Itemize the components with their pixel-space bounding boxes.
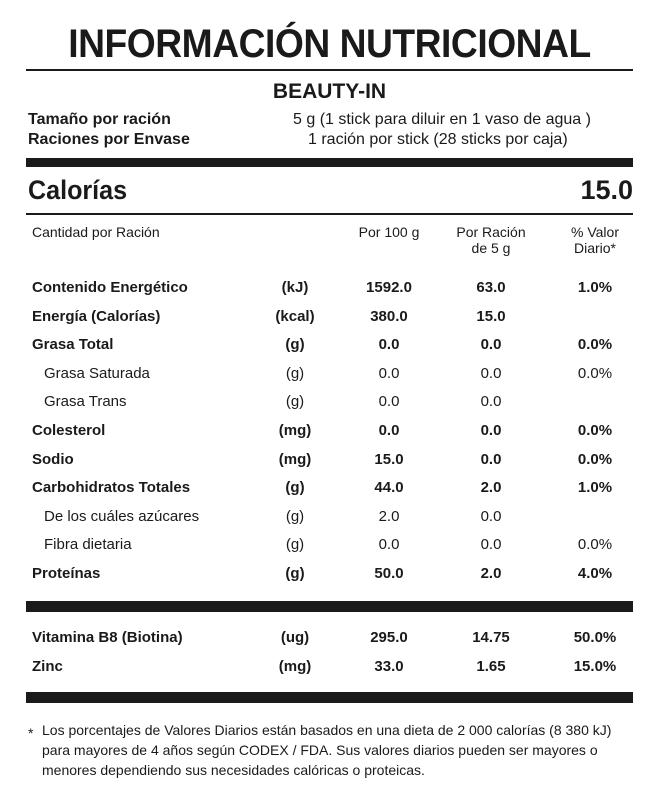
calories-value: 15.0 bbox=[580, 175, 633, 205]
nutrient-name: Contenido Energético bbox=[32, 279, 188, 296]
nutrient-per-100g: 295.0 bbox=[370, 629, 408, 646]
nutrient-daily-value: 0.0% bbox=[577, 450, 613, 468]
nutrient-per-serving: 0.0 bbox=[480, 393, 502, 411]
column-header-amount: Cantidad por Ración bbox=[32, 224, 160, 240]
nutrient-per-serving: 63.0 bbox=[476, 279, 506, 296]
nutrient-name: Sodio bbox=[32, 450, 74, 468]
nutrient-unit: (ug) bbox=[280, 629, 310, 646]
nutrient-unit: (g) bbox=[285, 393, 305, 411]
nutrient-per-serving: 2.0 bbox=[480, 479, 502, 497]
nutrient-per-serving: 1.65 bbox=[476, 657, 506, 675]
nutrient-unit: (kcal) bbox=[275, 307, 315, 325]
calories-label: Calorías bbox=[28, 175, 128, 205]
nutrient-per-100g: 0.0 bbox=[378, 536, 400, 554]
nutrient-row: Energía (Calorías) (kcal) 380.0 15.0 bbox=[0, 308, 659, 332]
nutrient-per-100g: 33.0 bbox=[374, 657, 404, 675]
nutrient-per-100g: 0.0 bbox=[378, 422, 400, 439]
nutrient-unit: (g) bbox=[285, 536, 305, 554]
nutrient-name: Grasa Saturada bbox=[44, 364, 150, 382]
nutrient-name: Colesterol bbox=[32, 422, 106, 439]
nutrient-daily-value: 0.0% bbox=[577, 536, 613, 554]
nutrient-unit: (g) bbox=[285, 565, 305, 582]
title-rule bbox=[26, 69, 633, 71]
column-header-per-serving: Por Ración de 5 g bbox=[448, 224, 534, 256]
vitamin-row: Vitamina B8 (Biotina) (ug) 295.0 14.75 50.0% bbox=[0, 629, 659, 653]
calories-rule bbox=[26, 213, 633, 215]
nutrient-per-serving: 0.0 bbox=[480, 336, 502, 354]
nutrient-row: Proteínas (g) 50.0 2.0 4.0% bbox=[0, 565, 659, 589]
nutrient-daily-value: 1.0% bbox=[577, 479, 613, 497]
nutrient-unit: (g) bbox=[285, 507, 305, 525]
nutrient-name: Vitamina B8 (Biotina) bbox=[32, 629, 183, 646]
nutrient-unit: (mg) bbox=[278, 450, 312, 468]
nutrient-row: Colesterol (mg) 0.0 0.0 0.0% bbox=[0, 422, 659, 446]
nutrient-unit: (mg) bbox=[278, 657, 312, 675]
nutrient-per-100g: 380.0 bbox=[370, 307, 408, 325]
nutrient-per-100g: 0.0 bbox=[378, 364, 400, 382]
nutrient-unit: (g) bbox=[285, 364, 305, 382]
thick-rule-middle bbox=[26, 601, 633, 612]
nutrient-name: Carbohidratos Totales bbox=[32, 479, 191, 497]
nutrient-per-100g: 1592.0 bbox=[366, 279, 412, 296]
nutrient-per-100g: 50.0 bbox=[374, 565, 404, 582]
nutrient-per-100g: 2.0 bbox=[378, 507, 400, 525]
thick-rule-bottom bbox=[26, 692, 633, 703]
column-header-per-serving-line2: de 5 g bbox=[471, 240, 511, 256]
serving-size-label: Tamaño por ración bbox=[28, 111, 171, 128]
nutrient-name: Proteínas bbox=[32, 565, 101, 582]
nutrient-row: Contenido Energético (kJ) 1592.0 63.0 1.0% bbox=[0, 279, 659, 303]
column-header-daily-value: % Valor Diario* bbox=[556, 224, 634, 256]
nutrient-name: Grasa Total bbox=[32, 336, 114, 354]
nutrient-name: Energía (Calorías) bbox=[32, 307, 161, 325]
column-header-dv-line2: Diario* bbox=[573, 240, 616, 256]
column-header-dv-line1: % Valor bbox=[571, 224, 619, 240]
footnote-asterisk: * bbox=[28, 725, 34, 741]
nutrient-per-serving: 15.0 bbox=[476, 307, 506, 325]
nutrient-per-serving: 0.0 bbox=[480, 450, 502, 468]
nutrient-daily-value: 4.0% bbox=[577, 565, 613, 582]
nutrient-name: Zinc bbox=[32, 657, 63, 675]
nutrient-unit: (kJ) bbox=[281, 279, 309, 296]
nutrient-row: Sodio (mg) 15.0 0.0 0.0% bbox=[0, 451, 659, 475]
column-header-per-serving-line1: Por Ración bbox=[456, 224, 526, 240]
nutrient-name: De los cuáles azúcares bbox=[44, 507, 200, 525]
nutrient-row: Grasa Saturada (g) 0.0 0.0 0.0% bbox=[0, 365, 659, 389]
nutrient-per-100g: 0.0 bbox=[378, 336, 400, 354]
nutrient-row: Carbohidratos Totales (g) 44.0 2.0 1.0% bbox=[0, 479, 659, 503]
nutrient-row: De los cuáles azúcares (g) 2.0 0.0 bbox=[0, 508, 659, 532]
nutrient-daily-value: 1.0% bbox=[577, 279, 613, 296]
nutrient-daily-value: 50.0% bbox=[573, 629, 617, 646]
nutrient-name: Grasa Trans bbox=[44, 393, 127, 411]
nutrient-per-serving: 0.0 bbox=[480, 507, 502, 525]
nutrient-per-serving: 2.0 bbox=[480, 565, 502, 582]
nutrient-per-100g: 44.0 bbox=[374, 479, 404, 497]
vitamin-row: Zinc (mg) 33.0 1.65 15.0% bbox=[0, 658, 659, 682]
serving-size-value: 5 g (1 stick para diluir en 1 vaso de ag… bbox=[293, 111, 591, 128]
nutrient-unit: (g) bbox=[285, 336, 305, 354]
nutrient-unit: (g) bbox=[285, 479, 305, 497]
nutrient-daily-value: 15.0% bbox=[573, 657, 617, 675]
nutrient-daily-value: 0.0% bbox=[577, 364, 613, 382]
nutrient-row: Grasa Trans (g) 0.0 0.0 bbox=[0, 393, 659, 417]
label-title: INFORMACIÓN NUTRICIONAL bbox=[68, 22, 591, 66]
servings-per-container-value: 1 ración por stick (28 sticks por caja) bbox=[308, 131, 568, 148]
nutrient-per-100g: 0.0 bbox=[378, 393, 400, 411]
nutrient-per-serving: 0.0 bbox=[480, 536, 502, 554]
nutrient-per-serving: 0.0 bbox=[480, 364, 502, 382]
product-name: BEAUTY-IN bbox=[272, 80, 387, 103]
nutrient-row: Grasa Total (g) 0.0 0.0 0.0% bbox=[0, 336, 659, 360]
thick-rule-top bbox=[26, 158, 633, 167]
nutrient-daily-value: 0.0% bbox=[577, 422, 613, 439]
nutrient-per-100g: 15.0 bbox=[374, 450, 404, 468]
nutrient-per-serving: 0.0 bbox=[480, 422, 502, 439]
nutrient-daily-value: 0.0% bbox=[577, 336, 613, 354]
servings-per-container-label: Raciones por Envase bbox=[28, 131, 190, 148]
column-header-per100: Por 100 g bbox=[358, 224, 420, 240]
footnote-text: Los porcentajes de Valores Diarios están… bbox=[42, 722, 612, 778]
nutrient-row: Fibra dietaria (g) 0.0 0.0 0.0% bbox=[0, 536, 659, 560]
nutrient-per-serving: 14.75 bbox=[472, 629, 510, 646]
nutrient-unit: (mg) bbox=[278, 422, 312, 439]
nutrient-name: Fibra dietaria bbox=[44, 536, 132, 554]
